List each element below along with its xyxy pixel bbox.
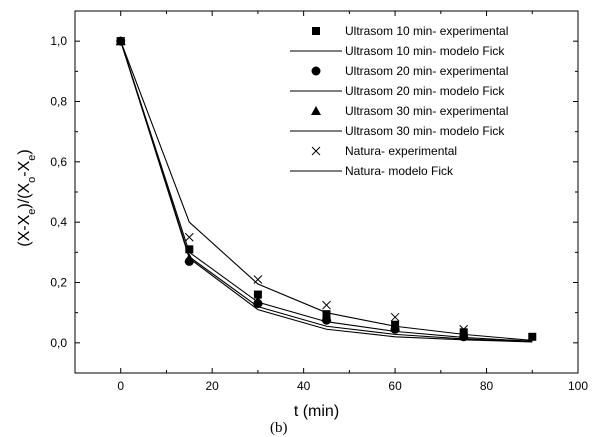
data-point-cross [390,312,400,322]
y-tick-label: 0,6 [50,155,67,169]
data-point-square [528,332,537,341]
data-point-cross [322,300,331,310]
data-point-cross [459,324,469,334]
y-tick-label: 0,2 [50,276,67,290]
y-tick-label: 0,8 [50,95,67,109]
data-point-cross-stroke [253,275,263,284]
legend-label: Ultrasom 30 min- modelo Fick [345,124,505,138]
legend-label: Ultrasom 10 min- modelo Fick [345,44,505,58]
legend: Ultrasom 10 min- experimental Ultrasom 10… [290,24,508,178]
x-tick-label: 100 [568,379,588,393]
legend-label: Ultrasom 20 min- modelo Fick [345,84,505,98]
data-point-cross [253,275,263,284]
x-tick-label: 40 [297,379,311,393]
x-tick-label: 0 [117,379,124,393]
data-point-triangle [321,312,332,322]
legend-marker-triangle [311,106,321,115]
data-point-square [253,290,262,299]
axis-ticks: 0 20 40 60 80 100 0,0 0,2 0,4 0,6 0,8 1,0 [50,10,588,393]
data-point-cross-stroke [322,300,331,310]
y-axis-title: (X-Xe)/(Xo-Xe) [16,149,38,246]
data-point-triangle [184,253,195,263]
data-point-cross-stroke [459,324,469,334]
data-point-triangle [390,322,401,332]
data-point-triangle [458,330,469,340]
y-tick-label: 0,4 [50,215,67,229]
data-point-cross [184,232,194,242]
data-point-triangle [252,295,263,305]
data-point-cross-stroke [116,36,126,46]
legend-label: Ultrasom 20 min- experimental [345,64,508,78]
legend-marker-cross-stroke [311,146,321,156]
legend-marker-cross [311,146,321,156]
x-tick-label: 20 [206,379,220,393]
data-point-cross-stroke [184,232,194,242]
legend-marker-circle [311,66,321,76]
data-point-square [185,245,194,254]
legend-marker-square [312,27,320,35]
y-tick-label: 0,0 [50,336,67,350]
legend-label: Natura- experimental [345,144,457,158]
x-axis-title: t (min) [294,403,339,420]
legend-label: Natura- modelo Fick [345,164,454,178]
y-tick-label: 1,0 [50,34,67,48]
legend-label: Ultrasom 10 min- experimental [345,24,508,38]
x-tick-label: 80 [480,379,494,393]
x-tick-label: 60 [388,379,402,393]
figure-caption: (b) [270,420,288,436]
experimental-points [115,36,537,342]
legend-label: Ultrasom 30 min- experimental [345,104,508,118]
data-point-cross [116,36,126,46]
data-point-cross-stroke [390,312,400,322]
